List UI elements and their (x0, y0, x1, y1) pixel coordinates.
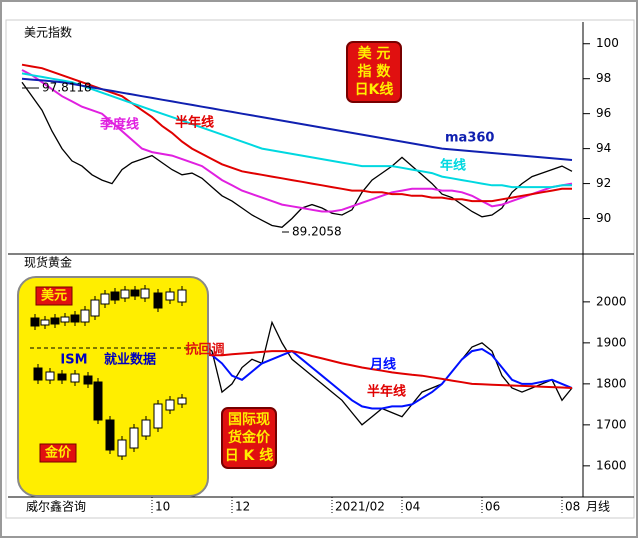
ma-line (21, 63, 572, 203)
price-line (21, 81, 573, 228)
badge-text: 货金价 (227, 429, 271, 446)
panel-title: 美元指数 (24, 25, 72, 40)
inset-candle (40, 319, 50, 326)
inset-candle (57, 373, 67, 381)
inset-candle (70, 314, 80, 323)
inset-candle (110, 291, 120, 301)
series-label: 月线 (369, 357, 396, 373)
y-tick-label: 90 (596, 211, 611, 225)
y-tick-label: 96 (596, 106, 611, 120)
badge-text: 日 K 线 (225, 447, 274, 464)
inset-candle (100, 293, 110, 305)
y-tick-label: 100 (596, 36, 619, 50)
inset-box (17, 276, 209, 497)
inset-candle (165, 291, 175, 301)
x-tick-label: 06 (485, 500, 500, 514)
inset-candle (90, 299, 100, 317)
y-tick-label: 1800 (596, 376, 627, 390)
x-tick-label: 08 (565, 500, 580, 514)
ma-line (21, 77, 573, 161)
x-tick-label: 2021/02 (335, 500, 385, 514)
series-label: 半年线 (367, 384, 406, 400)
series-label: 半年线 (175, 115, 214, 131)
plot-layer: 美元指数 90 92 94 96 98 100 97.8118 89.2058 现货黄金 1600 1… (17, 25, 627, 515)
inset-tag (35, 286, 73, 306)
inset-label: 美元 (41, 288, 67, 304)
inset-candle (83, 375, 93, 385)
inset-candle (80, 309, 90, 323)
series-label: 季度线 (99, 117, 139, 133)
period-label: 月线 (586, 500, 610, 514)
inset-tag (39, 443, 77, 463)
y-tick-label: 94 (596, 141, 611, 155)
x-tick-label: 04 (405, 500, 420, 514)
badge-box (346, 41, 402, 103)
badge-box (221, 407, 277, 469)
inset-candle (60, 316, 70, 323)
y-tick-label: 1900 (596, 335, 627, 349)
inset-label: 抗回调 (185, 342, 224, 358)
badge-text: 指 数 (358, 63, 392, 80)
x-tick-label: 10 (155, 500, 170, 514)
inset-candle (30, 317, 40, 327)
source-label: 威尔鑫咨询 (26, 499, 86, 514)
inset-candle (50, 317, 60, 325)
inset-candle (129, 427, 139, 449)
y-tick-label: 2000 (596, 294, 627, 308)
inset-candle (177, 289, 187, 303)
x-tick-label: 12 (235, 500, 250, 514)
y-tick-label: 98 (596, 71, 611, 85)
inset-candle (177, 397, 187, 405)
inset-label: 就业数据 (104, 352, 156, 368)
y-tick-label: 1600 (596, 458, 627, 472)
annotation: 97.8118 (42, 81, 92, 95)
panel-title: 现货黄金 (24, 255, 72, 270)
inner-frame (5, 19, 635, 519)
inset-candle (153, 403, 163, 429)
badge-text: 美 元 (358, 45, 391, 62)
inset-candle (93, 381, 103, 421)
badge-text: 日K线 (355, 81, 394, 98)
ma-line (21, 72, 572, 189)
inset-candle (105, 419, 115, 451)
y-tick-label: 1700 (596, 417, 627, 431)
inset-candle (33, 367, 43, 381)
y-tick-label: 92 (596, 176, 611, 190)
annotation: 89.2058 (292, 225, 342, 239)
inset-candle (153, 292, 163, 309)
inset-label: 金价 (44, 445, 72, 461)
inset-label: ISM (60, 353, 87, 368)
series-label: 年线 (440, 158, 466, 174)
badge-text: 国际现 (228, 412, 270, 428)
inset-candle (70, 373, 80, 383)
series-label: ma360 (445, 131, 494, 146)
inset-candle (141, 419, 151, 437)
inset-candle (117, 439, 127, 457)
inset-candle (45, 371, 55, 381)
inset-candle (140, 288, 150, 299)
inset-candle (165, 399, 175, 411)
inset-candle (130, 289, 140, 297)
inset-candle (120, 289, 130, 299)
